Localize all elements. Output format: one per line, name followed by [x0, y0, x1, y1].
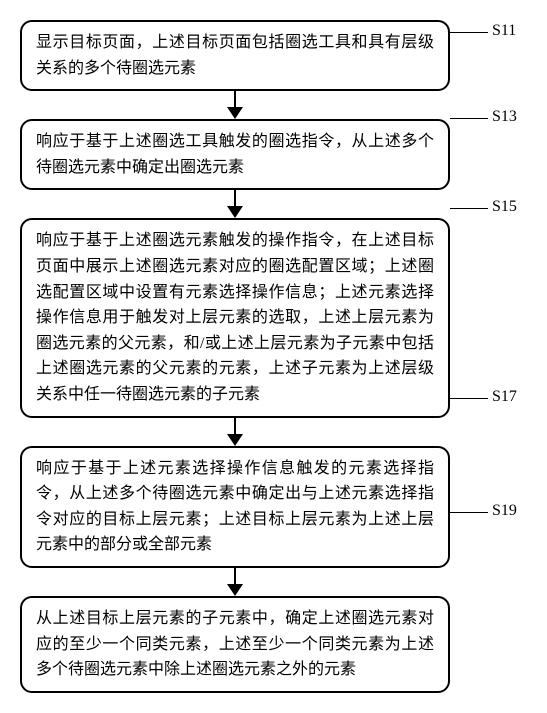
arrow-down: [20, 418, 450, 446]
arrow-head-icon: [227, 107, 243, 119]
arrow-down: [20, 190, 450, 218]
flow-node-s15: 响应于基于上述圈选元素触发的操作指令，在上述目标页面中展示上述圈选元素对应的圈选…: [20, 218, 450, 417]
label-connector-v: [487, 32, 488, 33]
label-connector: [450, 208, 488, 209]
step-label-text: S17: [492, 388, 517, 405]
arrow-down: [20, 568, 450, 596]
step-label-text: S13: [492, 108, 517, 125]
step-label-s19: S19: [492, 502, 517, 520]
step-label-text: S15: [492, 198, 517, 215]
node-text: 显示目标页面，上述目标页面包括圈选工具和具有层级关系的多个待圈选元素: [36, 34, 434, 77]
step-label-s13: S13: [492, 108, 517, 126]
label-connector: [450, 118, 488, 119]
label-connector: [450, 32, 488, 33]
label-connector-v: [487, 208, 488, 209]
node-text: 响应于基于上述圈选元素触发的操作指令，在上述目标页面中展示上述圈选元素对应的圈选…: [36, 232, 434, 403]
flow-node-s17: 响应于基于上述元素选择操作信息触发的元素选择指令，从上述多个待圈选元素中确定出与…: [20, 446, 450, 568]
arrow-head-icon: [227, 206, 243, 218]
label-connector: [450, 512, 488, 513]
flow-node-s13: 响应于基于上述圈选工具触发的圈选指令，从上述多个待圈选元素中确定出圈选元素: [20, 119, 450, 190]
flow-node-s11: 显示目标页面，上述目标页面包括圈选工具和具有层级关系的多个待圈选元素: [20, 20, 450, 91]
label-connector-v: [487, 118, 488, 119]
step-label-s17: S17: [492, 388, 517, 406]
node-text: 响应于基于上述圈选工具触发的圈选指令，从上述多个待圈选元素中确定出圈选元素: [36, 133, 434, 176]
step-label-text: S19: [492, 502, 517, 519]
arrow-down: [20, 91, 450, 119]
step-label-text: S11: [492, 22, 516, 39]
label-connector-v: [487, 398, 488, 399]
arrow-head-icon: [227, 434, 243, 446]
node-text: 从上述目标上层元素的子元素中，确定上述圈选元素对应的至少一个同类元素，上述至少一…: [36, 610, 434, 678]
node-text: 响应于基于上述元素选择操作信息触发的元素选择指令，从上述多个待圈选元素中确定出与…: [36, 460, 434, 554]
step-label-s15: S15: [492, 198, 517, 216]
arrow-head-icon: [227, 584, 243, 596]
label-connector-v: [487, 512, 488, 513]
flowchart-container: 显示目标页面，上述目标页面包括圈选工具和具有层级关系的多个待圈选元素 S11 响应于…: [20, 20, 527, 693]
label-connector: [450, 398, 488, 399]
flow-node-s19: 从上述目标上层元素的子元素中，确定上述圈选元素对应的至少一个同类元素，上述至少一…: [20, 596, 450, 693]
step-label-s11: S11: [492, 22, 516, 40]
